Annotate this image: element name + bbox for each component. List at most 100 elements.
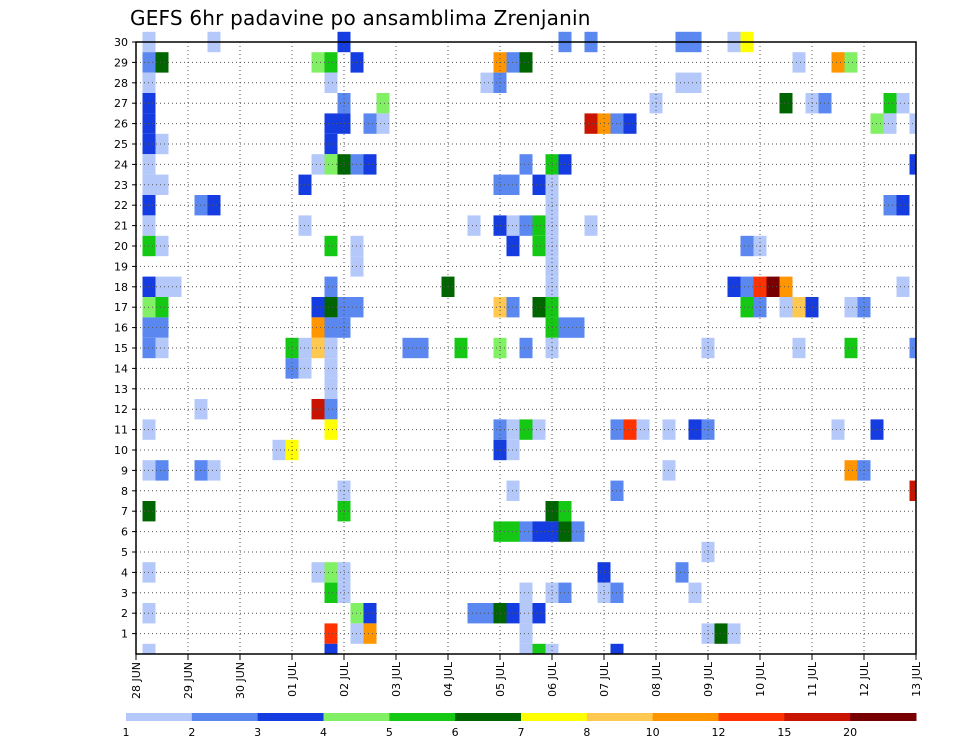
- heatmap-cell: [883, 113, 897, 134]
- heatmap-cell: [532, 603, 546, 624]
- heatmap-cell: [415, 337, 429, 359]
- colorbar-swatch: [257, 713, 324, 721]
- y-tick-label: 22: [114, 199, 128, 212]
- x-tick-label: 13 JUL: [910, 661, 923, 697]
- y-tick-label: 16: [114, 322, 128, 335]
- heatmap-cell: [623, 113, 637, 134]
- y-tick-label: 2: [121, 607, 128, 620]
- heatmap-cell: [896, 93, 910, 114]
- heatmap-cell: [311, 154, 325, 175]
- heatmap-cell: [155, 52, 169, 73]
- heatmap-cell: [636, 419, 650, 440]
- heatmap-cell: [155, 276, 169, 297]
- heatmap-cell: [844, 297, 858, 318]
- heatmap-cell: [324, 52, 338, 73]
- heatmap-cell: [519, 623, 533, 644]
- heatmap-cell: [363, 113, 377, 134]
- colorbar-swatch: [784, 713, 851, 721]
- heatmap-cell: [519, 603, 533, 624]
- heatmap-cell: [155, 297, 169, 318]
- y-tick-label: 20: [114, 240, 128, 253]
- y-tick-label: 30: [114, 36, 128, 49]
- y-tick-label: 10: [114, 444, 128, 457]
- y-axis: 1234567891011121314151617181920212223242…: [114, 36, 136, 641]
- heatmap-cell: [519, 154, 533, 175]
- y-tick-label: 27: [114, 97, 128, 110]
- x-tick-label: 06 JUL: [546, 661, 559, 697]
- heatmap-cell: [584, 113, 598, 134]
- heatmap-cell: [779, 276, 793, 297]
- colorbar-tick-label: 7: [518, 726, 525, 739]
- y-tick-label: 15: [114, 342, 128, 355]
- heatmap-cell: [792, 337, 806, 359]
- heatmap-cell: [610, 643, 624, 654]
- heatmap-cell: [324, 358, 338, 379]
- heatmap-cell: [155, 460, 169, 481]
- colorbar-tick-label: 3: [254, 726, 261, 739]
- heatmap-cell: [532, 235, 546, 257]
- x-tick-label: 09 JUL: [702, 661, 715, 697]
- colorbar-swatch: [389, 713, 456, 721]
- colorbar-swatch: [586, 713, 654, 721]
- heatmap-cell: [363, 623, 377, 644]
- heatmap-cell: [324, 399, 338, 420]
- heatmap-cell: [311, 52, 325, 73]
- y-tick-label: 12: [114, 403, 128, 416]
- heatmap-cell: [324, 297, 338, 318]
- heatmap-cell: [532, 297, 546, 318]
- heatmap-cell: [155, 174, 169, 195]
- x-tick-label: 04 JUL: [442, 661, 455, 697]
- colorbar-tick-label: 12: [712, 726, 726, 739]
- heatmap-cell: [584, 215, 598, 236]
- y-tick-label: 21: [114, 220, 128, 233]
- heatmap-cell: [324, 419, 338, 440]
- y-tick-label: 25: [114, 138, 128, 151]
- y-tick-label: 14: [114, 362, 128, 375]
- heatmap-cell: [532, 643, 546, 654]
- heatmap-cell: [311, 297, 325, 318]
- heatmap-cell: [324, 133, 338, 155]
- y-tick-label: 13: [114, 383, 128, 396]
- colorbar-swatch: [521, 713, 588, 721]
- heatmap-cell: [155, 133, 169, 155]
- heatmap-cell: [142, 643, 156, 654]
- y-tick-label: 23: [114, 179, 128, 192]
- heatmap-cell: [363, 154, 377, 175]
- heatmap-cell: [896, 276, 910, 297]
- colorbar-tick-label: 8: [583, 726, 590, 739]
- heatmap-cell: [571, 521, 585, 542]
- heatmap-cell: [324, 72, 338, 93]
- y-tick-label: 1: [121, 628, 128, 641]
- x-tick-label: 05 JUL: [494, 661, 507, 697]
- colorbar-swatch: [323, 713, 390, 721]
- heatmap-cell: [207, 195, 221, 216]
- heatmap-cell: [623, 419, 637, 440]
- x-tick-label: 07 JUL: [598, 661, 611, 697]
- heatmap-cell: [324, 582, 338, 603]
- heatmap-cell: [324, 235, 338, 257]
- heatmap-cell: [467, 603, 481, 624]
- heatmap-cell: [519, 419, 533, 440]
- heatmap-cell: [480, 603, 494, 624]
- colorbar-tick-label: 15: [777, 726, 791, 739]
- y-tick-label: 9: [121, 464, 128, 477]
- heatmap-cell: [675, 72, 689, 93]
- x-tick-label: 30 JUN: [234, 662, 247, 699]
- heatmap-cell: [519, 215, 533, 236]
- heatmap-cell: [155, 235, 169, 257]
- x-tick-label: 01 JUL: [286, 661, 299, 697]
- heatmap-cell: [792, 52, 806, 73]
- colorbar-legend: 1 2 3 4 5 6 7 8 10 12 15 20: [123, 713, 917, 739]
- colorbar-swatch: [455, 713, 522, 721]
- x-tick-label: 11 JUL: [806, 661, 819, 697]
- y-tick-label: 7: [121, 505, 128, 518]
- heatmap-cell: [324, 337, 338, 359]
- heatmap-cell: [688, 582, 702, 603]
- heatmap-cell: [324, 113, 338, 134]
- heatmap-cell: [519, 643, 533, 654]
- heatmap-cell: [688, 72, 702, 93]
- heatmap-cell: [480, 72, 494, 93]
- chart-title: GEFS 6hr padavine po ansamblima Zrenjani…: [130, 6, 591, 30]
- y-tick-label: 28: [114, 77, 128, 90]
- heatmap-cell: [324, 154, 338, 175]
